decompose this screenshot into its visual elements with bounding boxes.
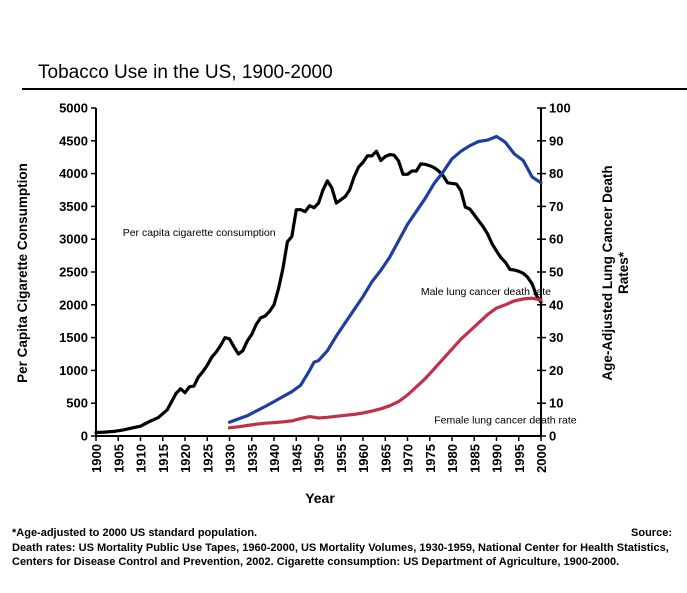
y-axis-label-right-line: Age-Adjusted Lung Cancer Death (600, 165, 615, 380)
x-tick-label: 1910 (134, 444, 149, 473)
y-left-tick-label: 4000 (59, 166, 88, 181)
series-layer: Per capita cigarette consumption Male lun… (94, 134, 577, 435)
x-tick-label: 1975 (423, 444, 438, 473)
y-left-tick-label: 1500 (59, 330, 88, 345)
y-left-tick-label: 5000 (59, 101, 88, 116)
y-right-tick-label: 60 (549, 232, 563, 247)
y-left-tick-label: 4500 (59, 133, 88, 148)
footnote-source-label: Source: (631, 527, 672, 539)
x-tick-label: 1945 (289, 444, 304, 473)
footnote: *Age-adjusted to 2000 US standard popula… (12, 526, 672, 570)
y-right-tick-label: 70 (549, 199, 563, 214)
x-tick-label: 1955 (334, 444, 349, 473)
y-left-tick-label: 0 (81, 429, 88, 444)
series-line-2 (227, 134, 543, 424)
y-right-tick-label: 30 (549, 330, 563, 345)
y-axis-label-left: Per Capita Cigarette Consumption (15, 163, 30, 383)
x-tick-label: 1985 (467, 444, 482, 473)
tobacco-line-chart: 0500100015002000250030003500400045005000… (15, 101, 631, 507)
y-axis-label-right: Age-Adjusted Lung Cancer DeathRates* (600, 165, 631, 380)
y-left-tick-label: 2500 (59, 265, 88, 280)
chart-title: Tobacco Use in the US, 1900-2000 (38, 62, 333, 83)
y-right-tick-label: 40 (549, 297, 563, 312)
x-tick-label: 1900 (89, 444, 104, 473)
y-right-tick-label: 90 (549, 133, 563, 148)
y-right-tick-label: 20 (549, 363, 563, 378)
chart-axes: 0500100015002000250030003500400045005000… (59, 101, 571, 473)
y-left-tick-label: 500 (66, 396, 88, 411)
y-left-tick-label: 2000 (59, 297, 88, 312)
x-tick-label: 1920 (178, 444, 193, 473)
y-left-tick-label: 3500 (59, 199, 88, 214)
x-tick-label: 1935 (245, 444, 260, 473)
x-tick-label: 1915 (156, 444, 171, 473)
y-right-tick-label: 100 (549, 101, 571, 116)
y-right-tick-label: 0 (549, 429, 556, 444)
x-tick-label: 1960 (356, 444, 371, 473)
y-left-tick-label: 1000 (59, 363, 88, 378)
y-right-tick-label: 80 (549, 166, 563, 181)
x-tick-label: 1980 (445, 444, 460, 473)
x-tick-label: 1905 (111, 444, 126, 473)
series-label-1: Per capita cigarette consumption (123, 227, 276, 239)
series-label-3: Female lung cancer death rate (434, 415, 577, 427)
y-right-tick-label: 10 (549, 396, 563, 411)
x-tick-label: 2000 (534, 444, 549, 473)
x-axis-label: Year (305, 490, 335, 506)
series-line-3 (227, 296, 543, 430)
x-tick-label: 1965 (378, 444, 393, 473)
x-tick-label: 1925 (200, 444, 215, 473)
x-tick-label: 1990 (490, 444, 505, 473)
series-line-1 (94, 149, 543, 435)
y-axis-label-right-line: Rates* (616, 251, 631, 294)
x-tick-label: 1930 (223, 444, 238, 473)
title-divider (22, 88, 687, 90)
footnote-age-adjusted: *Age-adjusted to 2000 US standard popula… (12, 527, 258, 539)
x-tick-label: 1950 (312, 444, 327, 473)
y-right-tick-label: 50 (549, 265, 563, 280)
footnote-source-text: Death rates: US Mortality Public Use Tap… (12, 541, 669, 569)
series-label-2: Male lung cancer death rate (421, 286, 551, 298)
x-tick-label: 1995 (512, 444, 527, 473)
x-tick-label: 1940 (267, 444, 282, 473)
x-tick-label: 1970 (401, 444, 416, 473)
y-left-tick-label: 3000 (59, 232, 88, 247)
